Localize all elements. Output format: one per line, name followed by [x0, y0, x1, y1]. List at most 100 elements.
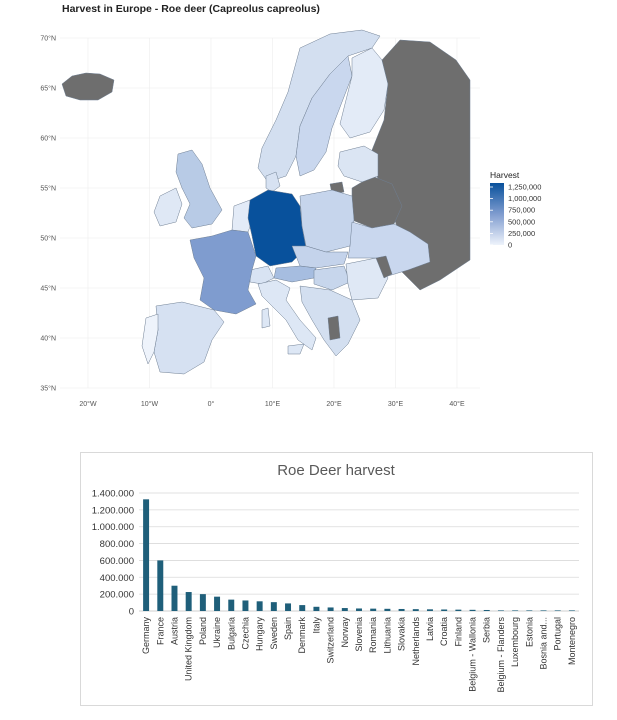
bar-y-tick-label: 800.000: [100, 539, 134, 550]
bar-x-tick-label: Finland: [453, 617, 463, 647]
region-denmark: [265, 171, 281, 193]
region-baltics: [337, 145, 379, 183]
bar-x-tick-label: Italy: [311, 617, 321, 634]
region-russia: [371, 39, 471, 291]
bar-chart-title: Roe Deer harvest: [277, 462, 395, 479]
bar-spain: [285, 603, 292, 611]
legend-tick-label: 750,000: [508, 206, 535, 215]
bar-x-tick-label: Spain: [283, 617, 293, 640]
bar-portugal: [554, 610, 561, 611]
legend-tick-label: 500,000: [508, 217, 535, 226]
map-y-tick-label: 70°N: [40, 35, 56, 43]
bar-x-tick-label: Slovakia: [397, 617, 407, 651]
map-title: Harvest in Europe - Roe deer (Capreolus …: [62, 3, 320, 15]
bar-x-tick-label: Sweden: [269, 617, 279, 650]
bar-x-tick-label: Lithuania: [382, 617, 392, 654]
bar-finland: [455, 609, 462, 611]
bar-czechia: [242, 600, 249, 611]
bar-switzerland: [327, 607, 334, 611]
bar-x-tick-label: Germany: [141, 617, 151, 655]
bar-x-tick-label: Austria: [169, 617, 179, 645]
bar-x-tick-label: Estonia: [524, 617, 534, 647]
bar-series: [143, 499, 575, 611]
map-x-tick-label: 10°W: [141, 400, 159, 408]
region-finland: [339, 47, 389, 139]
bar-x-tick-label: Czechia: [240, 617, 250, 650]
legend-tick-label: 1,250,000: [508, 183, 541, 192]
bar-montenegro: [568, 610, 575, 611]
map-y-tick-label: 40°N: [40, 335, 56, 343]
legend-tick-label: 0: [508, 241, 512, 250]
bar-sweden: [270, 602, 277, 611]
map-x-tick-label: 0°: [208, 400, 215, 408]
bar-lithuania: [384, 608, 391, 611]
bar-y-tick-label: 1.000.000: [92, 522, 134, 533]
bar-x-tick-label: Denmark: [297, 617, 307, 654]
map-x-tick-label: 40°E: [449, 400, 465, 408]
region-moldova: [375, 255, 393, 279]
region-united-kingdom: [175, 149, 223, 229]
bar-y-axis-labels: 1.400.000 1.200.000 1.000.000 800.000 600.00…: [92, 489, 134, 618]
legend-colorbar: [490, 183, 504, 245]
bar-france: [157, 560, 164, 611]
bar-latvia: [426, 609, 433, 611]
bar-hungary: [256, 601, 263, 611]
region-hungary: [313, 265, 351, 291]
legend-tick-label: 250,000: [508, 229, 535, 238]
map-y-tick-label: 45°N: [40, 285, 56, 293]
bar-y-tick-label: 1.400.000: [92, 489, 134, 500]
bar-chart: Roe Deer harvest 1.400.000 1.200.000 1.000…: [92, 462, 579, 693]
region-france: [189, 229, 257, 315]
bar-gridlines: [139, 492, 579, 612]
bar-bulgaria: [228, 599, 235, 611]
bar-slovenia: [356, 608, 362, 611]
legend-title: Harvest: [490, 170, 520, 180]
bar-y-tick-label: 200.000: [100, 590, 134, 601]
map-y-tick-label: 60°N: [40, 135, 56, 143]
region-belarus: [351, 175, 403, 229]
bar-x-tick-label: Belgium - Wallonia: [468, 617, 478, 692]
map-x-tick-label: 10°E: [265, 400, 281, 408]
map-x-axis-labels: 20°W 10°W 0° 10°E 20°E 30°E 40°E: [79, 400, 465, 408]
bar-x-tick-label: Ukraine: [212, 617, 222, 648]
map-legend: Harvest 1,250,000 1,000,000 750,000 500,000…: [490, 170, 541, 250]
harvest-map-panel: 70°N 65°N 60°N 55°N 50°N 45°N 40°N 35°N 20°W 10°…: [40, 3, 541, 408]
region-sicily: [287, 343, 305, 355]
region-portugal: [141, 313, 159, 365]
map-land: [61, 29, 471, 375]
bar-netherlands: [412, 609, 419, 611]
bar-x-tick-label: Poland: [198, 617, 208, 645]
map-y-axis-labels: 70°N 65°N 60°N 55°N 50°N 45°N 40°N 35°N: [40, 35, 56, 393]
bar-austria: [171, 585, 178, 611]
bar-x-tick-label: Netherlands: [411, 617, 421, 666]
bar-x-tick-label: Latvia: [425, 617, 435, 641]
bar-x-tick-label: Belgium - Flanders: [496, 617, 506, 693]
bar-denmark: [299, 605, 306, 611]
bar-slovakia: [398, 608, 405, 611]
region-austria: [273, 265, 317, 283]
bar-belgium-wallonia: [469, 609, 476, 611]
region-ireland: [153, 187, 183, 227]
map-x-tick-label: 20°E: [326, 400, 342, 408]
europe-map: 70°N 65°N 60°N 55°N 50°N 45°N 40°N 35°N 20°W 10°…: [40, 29, 541, 408]
bar-x-tick-label: Bosnia and...: [539, 617, 549, 670]
bar-x-tick-label: Luxembourg: [510, 617, 520, 667]
bar-luxembourg: [512, 610, 519, 611]
bar-italy: [313, 606, 320, 611]
region-ukraine: [347, 221, 431, 277]
bar-x-tick-label: Norway: [340, 617, 350, 648]
bar-croatia: [441, 609, 448, 611]
bar-x-tick-label: Romania: [368, 617, 378, 653]
region-spain: [153, 301, 225, 375]
bar-x-tick-label: Switzerland: [326, 617, 336, 664]
bar-x-tick-label: Croatia: [439, 617, 449, 646]
bar-y-tick-label: 0: [129, 607, 134, 618]
bar-y-tick-label: 400.000: [100, 573, 134, 584]
bar-germany: [143, 499, 150, 611]
map-y-tick-label: 50°N: [40, 235, 56, 243]
bar-y-tick-label: 600.000: [100, 556, 134, 567]
map-x-tick-label: 20°W: [79, 400, 97, 408]
region-sweden: [295, 55, 353, 177]
bar-x-axis-labels: Germany France Austria United Kingdom Poland…: [141, 617, 577, 693]
bar-x-tick-label: Montenegro: [567, 617, 577, 665]
